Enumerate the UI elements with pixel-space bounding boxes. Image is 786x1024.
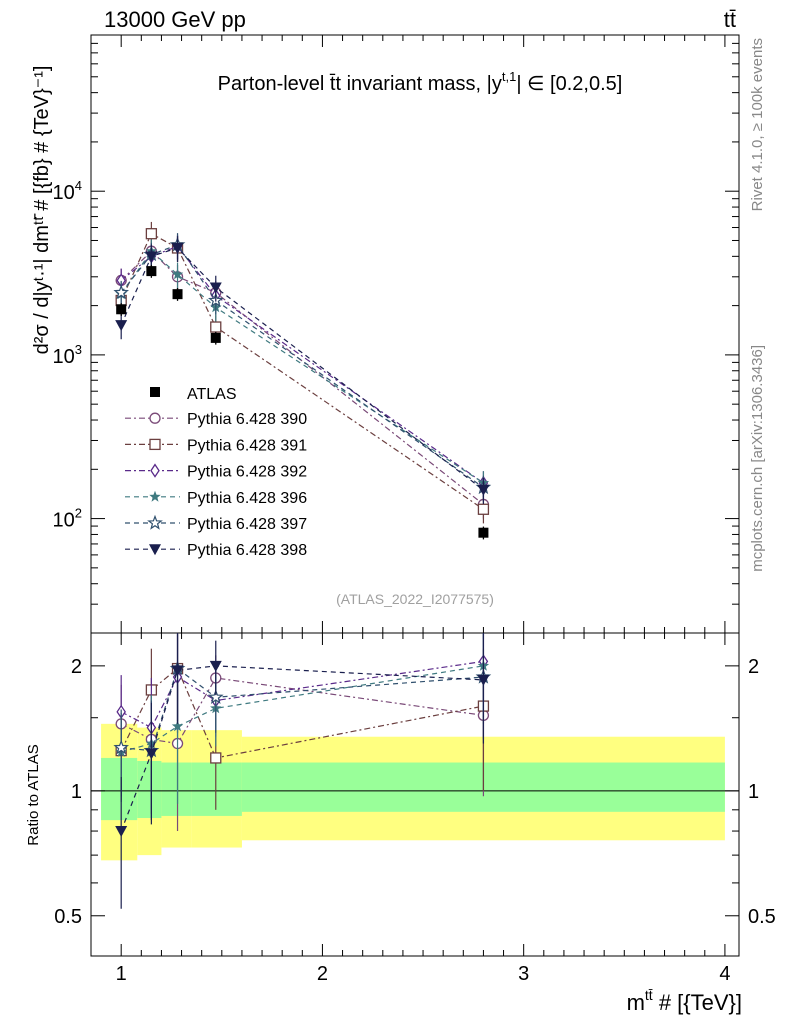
ratio-line-4: [121, 665, 484, 753]
series-point: [477, 484, 490, 496]
legend-label: Pythia 6.428 397: [187, 516, 307, 533]
ratio-point: [477, 674, 490, 686]
ratio-band-inner: [161, 762, 192, 816]
y-axis-label-main: d²σ / d|yᵗ·¹| dmᵗᵗ̄ # [{fb} # {TeV}⁻¹]: [31, 66, 53, 355]
legend-entry-6: Pythia 6.428 398: [125, 542, 307, 559]
legend-marker: [149, 544, 161, 556]
series-point: [171, 268, 184, 280]
legend-label: Pythia 6.428 396: [187, 490, 307, 507]
legend-entry-4: Pythia 6.428 396: [125, 490, 307, 507]
x-tick-label: 4: [719, 963, 730, 985]
main-panel: Parton-level t̄t invariant mass, |yt,1| …: [31, 34, 740, 634]
chart-title: Parton-level t̄t invariant mass, |yt,1| …: [218, 69, 623, 95]
ratio-point: [113, 739, 130, 755]
rivet-label: Rivet 4.1.0, ≥ 100k events: [749, 38, 766, 211]
ratio-line-3: [120, 660, 484, 729]
ratio-point: [171, 720, 184, 732]
analysis-label: (ATLAS_2022_I2077575): [336, 591, 494, 607]
data-point: [146, 266, 157, 277]
ratio-band-inner: [191, 762, 242, 816]
legend-marker: [149, 412, 161, 424]
legend-label: Pythia 6.428 398: [187, 542, 307, 559]
header-energy: 13000 GeV pp: [104, 7, 246, 32]
y-tick-label-ratio-left: 2: [71, 656, 82, 678]
header-process: tt̄: [724, 7, 736, 32]
legend-marker: [149, 438, 161, 451]
series-point: [209, 282, 222, 294]
series-point: [171, 242, 184, 254]
legend-entry-2: Pythia 6.428 391: [125, 437, 307, 454]
ratio-point: [207, 689, 224, 705]
ratio-point: [171, 665, 184, 677]
data-point: [210, 332, 221, 343]
legend-label: Pythia 6.428 391: [187, 437, 307, 454]
mcplots-label: mcplots.cern.ch [arXiv:1306.3436]: [749, 345, 766, 572]
series-point: [477, 503, 490, 515]
data-point: [116, 304, 127, 315]
plot-layer: 1 2 3 4 102 103 104 0.5 0.5 1 1 2 2: [53, 34, 776, 985]
series-point: [115, 320, 128, 332]
legend-marker: [150, 463, 160, 478]
legend-marker: [149, 490, 161, 502]
ratio-frame: [90, 632, 740, 957]
ratio-point: [115, 826, 128, 838]
ratio-panel: Ratio to ATLAS: [25, 632, 740, 957]
ratio-point: [210, 752, 222, 764]
y-tick-label-main: 102: [53, 506, 82, 532]
ratio-line-5: [121, 667, 484, 752]
y-tick-label-ratio-right: 2: [748, 656, 759, 678]
ratio-band-inner: [101, 757, 138, 821]
y-tick-label-main: 103: [53, 342, 82, 368]
data-point: [478, 527, 489, 538]
y-tick-label-ratio-left: 1: [71, 781, 82, 803]
x-axis-label: mtt̄ # [{TeV}]: [627, 987, 742, 1015]
x-tick-label: 3: [518, 963, 529, 985]
data-point: [172, 289, 183, 300]
ratio-point: [209, 660, 222, 672]
legend: ATLAS Pythia 6.428 390 Pythia 6.428 391 Pyt…: [125, 386, 307, 559]
ratio-point: [145, 748, 158, 760]
y-tick-label-ratio-left: 0.5: [54, 906, 82, 928]
legend-marker: [147, 514, 163, 530]
series-point: [145, 251, 158, 263]
series-point: [145, 228, 158, 240]
ratio-band-inner: [137, 760, 162, 819]
y-tick-label-ratio-right: 0.5: [748, 906, 776, 928]
y-axis-label-ratio: Ratio to ATLAS: [25, 744, 42, 845]
y-tick-label-main: 104: [53, 178, 82, 204]
x-tick-label: 1: [116, 963, 127, 985]
legend-entry-3: Pythia 6.428 392: [125, 463, 307, 481]
series-point: [113, 284, 130, 300]
legend-entry-5: Pythia 6.428 397: [125, 514, 307, 533]
legend-label: Pythia 6.428 392: [187, 464, 307, 481]
y-tick-label-ratio-right: 1: [748, 781, 759, 803]
legend-entry-data: ATLAS: [150, 386, 237, 403]
ratio-line-6: [120, 665, 484, 832]
x-tick-label: 2: [317, 963, 328, 985]
legend-entry-1: Pythia 6.428 390: [125, 411, 307, 428]
legend-label: Pythia 6.428 390: [187, 411, 307, 428]
series-point: [210, 321, 222, 333]
legend-marker-data: [150, 387, 160, 397]
legend-label-data: ATLAS: [187, 386, 237, 403]
series-line-4: [120, 250, 484, 484]
